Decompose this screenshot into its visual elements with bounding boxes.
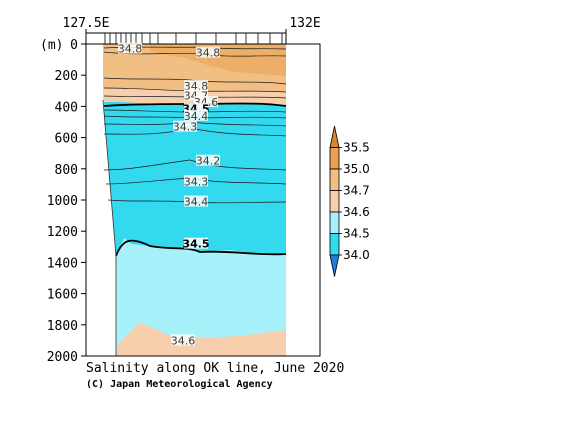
contour-label-bg [173, 120, 197, 132]
contour-label: 34.4 [184, 196, 209, 209]
colorbar-label: 35.0 [343, 162, 370, 176]
contour-label: 34.5 [182, 238, 209, 251]
colorbar: 35.5 35.0 34.7 34.6 34.5 34.0 [329, 125, 370, 277]
colorbar-label: 35.5 [343, 141, 370, 155]
contour-label-bg [196, 46, 220, 58]
station-ticks [85, 29, 287, 44]
contour-label-bg [194, 96, 218, 108]
contour-label: 34.8 [118, 43, 143, 56]
contour-label-bg [184, 195, 208, 207]
contour-label: 34.2 [196, 155, 221, 168]
colorbar-segment [329, 233, 340, 256]
contour-label-bg [184, 102, 208, 114]
region-34-6-34-7-deep [116, 322, 286, 356]
credit-text: (C) Japan Meteorological Agency [86, 378, 273, 390]
region-34-5-34-6 [116, 238, 286, 356]
contour-line-34-5-lower [115, 239, 287, 257]
contour-label-bg [184, 89, 208, 101]
contour-label-bg [184, 80, 208, 92]
colorbar-label: 34.5 [343, 227, 370, 241]
colorbar-label: 34.0 [343, 248, 370, 262]
x-tick-label-left: 127.5E [63, 16, 110, 31]
salinity-fill [86, 44, 320, 356]
y-tick-label: 1200 [47, 225, 78, 240]
y-tick-label: 0 [70, 38, 78, 53]
colorbar-segment [329, 168, 340, 191]
contour-label: 34.3 [184, 175, 209, 188]
y-tick-label: 400 [55, 100, 78, 115]
no-data-wedge [86, 44, 116, 356]
y-axis: 0 200 400 600 800 1000 1200 1400 1600 1800 2000 [47, 38, 86, 365]
colorbar-bottom-arrow [329, 254, 340, 277]
contour-label-bg [118, 42, 142, 54]
x-tick-label-right: 132E [289, 16, 320, 31]
colorbar-label: 34.6 [343, 205, 370, 219]
y-unit-label: (m) [40, 38, 63, 53]
y-tick-label: 1000 [47, 194, 78, 209]
contour-label-bg [171, 334, 195, 346]
y-tick-label: 1800 [47, 319, 78, 334]
no-data-right [286, 44, 320, 356]
contour-label-bg [184, 109, 208, 121]
y-tick-label: 1400 [47, 256, 78, 271]
colorbar-segment [329, 211, 340, 234]
y-tick-label: 600 [55, 132, 78, 147]
y-tick-label: 200 [55, 69, 78, 84]
contour-label: 34.8 [196, 47, 221, 60]
y-tick-label: 1600 [47, 288, 78, 303]
contour-label-bg [184, 175, 208, 187]
y-tick-label: 800 [55, 163, 78, 178]
contour-labels: 34.8 34.834.834.734.634.534.434.334.234.3… [118, 42, 221, 347]
region-35-0-35-5 [150, 44, 286, 76]
contour-label-bg [184, 237, 208, 249]
contour-line [103, 77, 287, 85]
y-tick-label: 2000 [47, 350, 78, 365]
colorbar-segment [329, 190, 340, 213]
contour-label: 34.6 [171, 334, 196, 347]
contour-label-bg [196, 154, 220, 166]
contour-line [103, 159, 287, 171]
contour-label: 34.3 [173, 121, 198, 134]
colorbar-top-arrow [329, 125, 340, 148]
coast-boundary [102, 99, 117, 356]
colorbar-label: 34.7 [343, 184, 370, 198]
colorbar-segment [329, 147, 340, 170]
contour-label: 34.4 [184, 110, 209, 123]
chart-title: Salinity along OK line, June 2020 [86, 361, 344, 376]
